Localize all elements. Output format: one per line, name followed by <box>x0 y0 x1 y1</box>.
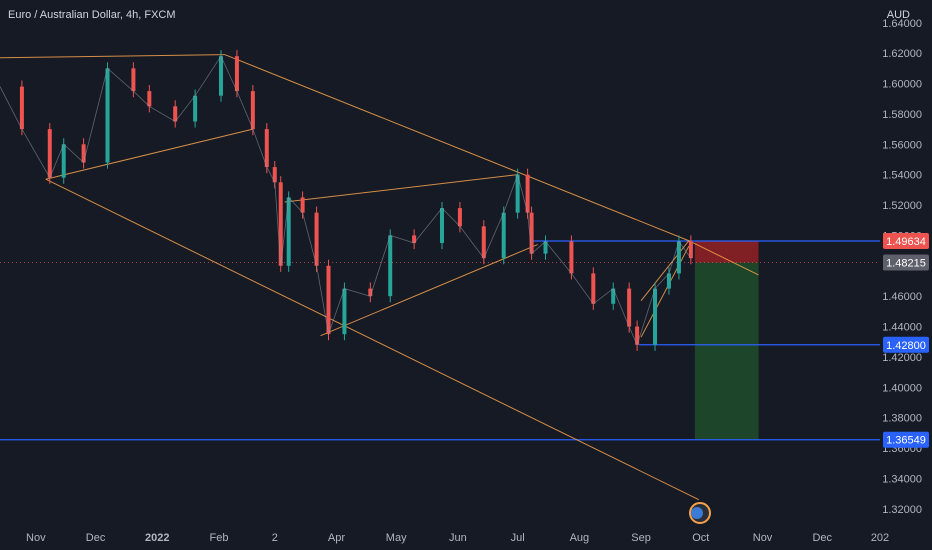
target-price-tag-text: 1.36549 <box>886 435 926 447</box>
y-tick-label: 1.42000 <box>882 352 922 364</box>
candle-body <box>591 273 596 304</box>
candle-body <box>412 235 417 244</box>
candle-body <box>147 91 152 107</box>
x-tick-label: 2022 <box>145 532 169 544</box>
candle-body <box>264 129 269 168</box>
candles <box>19 50 693 351</box>
candle-body <box>676 241 681 274</box>
take-profit-zone <box>694 262 759 440</box>
current-price-tag <box>883 254 929 271</box>
y-tick-label: 1.54000 <box>882 170 922 182</box>
x-tick-label: Sep <box>631 532 651 544</box>
trendline <box>284 174 518 203</box>
candle-body <box>105 68 110 163</box>
candle-body <box>611 288 616 304</box>
candle-body <box>457 208 462 227</box>
candle-body <box>501 212 506 259</box>
candle-body <box>627 288 632 327</box>
x-tick-label: Jul <box>511 532 525 544</box>
x-tick-label: 2 <box>272 532 278 544</box>
level-price-tag-text: 1.42800 <box>886 340 926 352</box>
symbol-title: Euro / Australian Dollar, 4h, FXCM <box>8 9 176 21</box>
candle-body <box>326 265 331 335</box>
candle-body <box>272 167 277 183</box>
candle-body <box>481 226 486 259</box>
x-tick-label: Nov <box>26 532 46 544</box>
candle-body <box>388 235 393 297</box>
trendline <box>688 240 759 276</box>
y-tick-label: 1.38000 <box>882 413 922 425</box>
stop-price-tag-text: 1.49634 <box>886 236 926 248</box>
trendline <box>45 128 253 180</box>
candle-body <box>635 326 640 345</box>
x-tick-label: Oct <box>692 532 709 544</box>
y-tick-label: 1.52000 <box>882 200 922 212</box>
y-tick-label: 1.32000 <box>882 504 922 516</box>
x-tick-label: Aug <box>570 532 590 544</box>
candle-body <box>529 212 534 254</box>
candle-body <box>19 86 24 130</box>
candle-body <box>278 182 283 266</box>
x-tick-label: Apr <box>328 532 345 544</box>
trendline <box>45 178 700 501</box>
x-tick-label: Feb <box>210 532 229 544</box>
candle-body <box>234 56 239 92</box>
candle-body <box>543 241 548 254</box>
candle-body <box>525 174 530 213</box>
candle-body <box>286 197 291 266</box>
stop-loss-zone <box>694 240 759 263</box>
x-tick-label: 202 <box>871 532 889 544</box>
candle-body <box>666 273 671 289</box>
currency-label: AUD <box>886 9 910 21</box>
candle-body <box>193 95 198 122</box>
candle-body <box>314 212 319 266</box>
stop-price-tag <box>883 232 929 249</box>
y-tick-label: 1.60000 <box>882 79 922 91</box>
candle-body <box>218 56 223 96</box>
candle-body <box>81 144 86 163</box>
y-tick-label: 1.44000 <box>882 322 922 334</box>
x-tick-label: Dec <box>812 532 832 544</box>
candle-body <box>300 197 305 213</box>
candle-body <box>368 288 373 297</box>
y-tick-label: 1.64000 <box>882 18 922 30</box>
y-tick-label: 1.40000 <box>882 382 922 394</box>
candle-body <box>439 208 444 244</box>
candle-body <box>173 106 178 122</box>
price-path <box>0 55 692 346</box>
x-tick-label: Dec <box>86 532 106 544</box>
trendline <box>0 54 225 59</box>
candle-body <box>250 91 255 130</box>
candle-body <box>569 241 574 274</box>
target-price-tag <box>883 431 929 448</box>
y-tick-label: 1.46000 <box>882 291 922 303</box>
current-price-tag-text: 1.48215 <box>886 258 926 270</box>
y-tick-label: 1.62000 <box>882 48 922 60</box>
level-price-tag <box>883 336 929 353</box>
x-tick-label: May <box>386 532 407 544</box>
candle-body <box>515 174 520 213</box>
trendline <box>224 54 690 242</box>
candle-body <box>61 144 66 178</box>
y-tick-label: 1.58000 <box>882 109 922 121</box>
candle-body <box>131 68 136 92</box>
candle-body <box>47 129 52 178</box>
candle-body <box>653 288 658 345</box>
y-tick-label: 1.34000 <box>882 473 922 485</box>
y-tick-label: 1.56000 <box>882 139 922 151</box>
author-logo-inner-icon <box>691 507 703 519</box>
candle-body <box>688 241 693 259</box>
x-tick-label: Jun <box>449 532 467 544</box>
candle-body <box>342 288 347 335</box>
trendline <box>320 244 538 337</box>
x-tick-label: Nov <box>753 532 773 544</box>
